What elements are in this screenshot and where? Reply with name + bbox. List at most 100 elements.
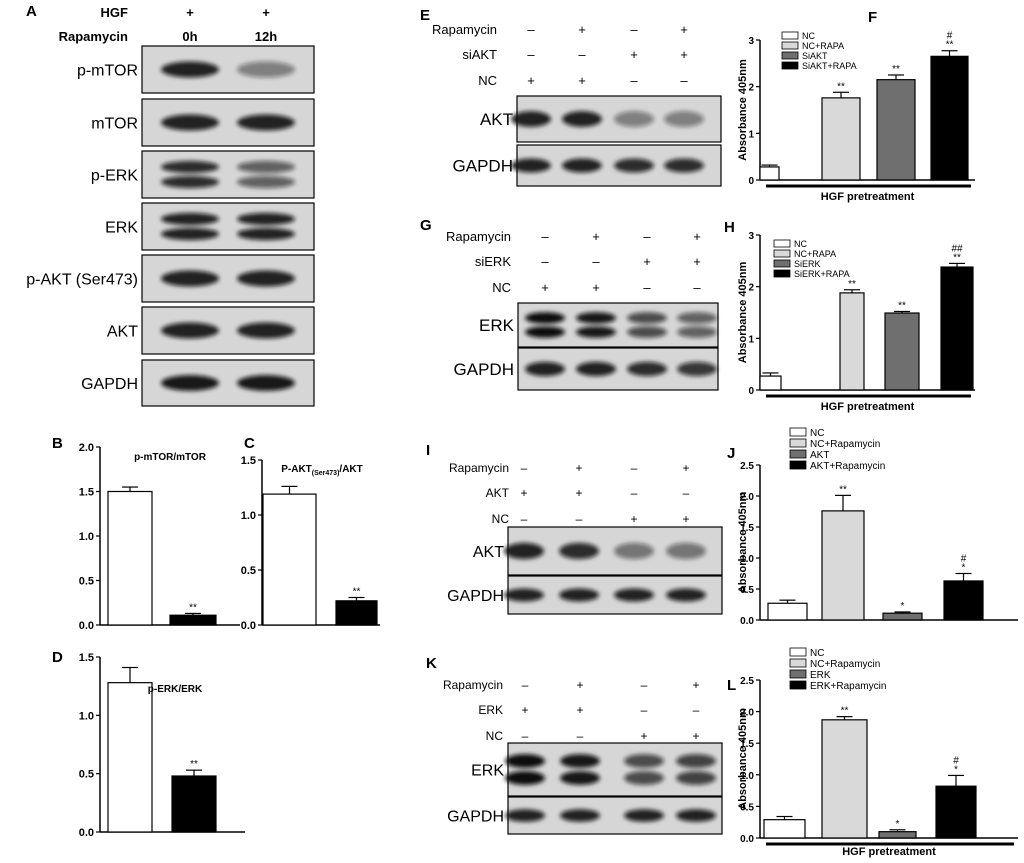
legend-label: NC+RAPA [802, 41, 844, 51]
band-upper [237, 212, 295, 226]
condition-value: – [643, 229, 651, 244]
condition-value: – [522, 678, 529, 692]
condition-value: + [592, 229, 600, 244]
y-tick-label: 2.0 [740, 492, 754, 503]
panel-letter: L [727, 677, 736, 694]
band [614, 588, 654, 602]
band [664, 158, 704, 173]
condition-value: – [522, 729, 529, 743]
condition-label: Rapamycin [449, 461, 509, 475]
blot-label: ERK [471, 763, 504, 780]
condition-label: NC [492, 512, 510, 526]
band-upper [161, 160, 219, 174]
legend-swatch [781, 51, 799, 60]
panel-letter: I [426, 442, 430, 459]
significance-label: ** [848, 279, 856, 290]
condition-value: – [578, 47, 586, 62]
y-axis-label: Absorbance 405nm [737, 708, 749, 810]
condition-value: – [541, 254, 549, 269]
blot-label: GAPDH [453, 157, 513, 176]
y-tick-label: 1.0 [79, 710, 94, 722]
legend-label: NC+Rapamycin [810, 659, 880, 670]
legend-label: NC [794, 239, 807, 249]
band [576, 361, 616, 377]
y-tick-label: 0.0 [241, 620, 256, 632]
y-tick-label: 0.5 [740, 802, 754, 813]
y-tick-label: 1 [748, 129, 754, 140]
legend-swatch [789, 658, 807, 668]
bar [107, 682, 153, 833]
band [161, 322, 219, 339]
y-axis-label: Absorbance 405nm [737, 59, 749, 161]
y-tick-label: 2 [748, 83, 754, 94]
y-axis-label: Absorbance 405nm [737, 492, 749, 594]
blot-strip [141, 202, 315, 251]
blot-label: AKT [107, 324, 138, 341]
significance-label: ** [953, 252, 961, 263]
bar [876, 79, 916, 181]
band-lower [624, 771, 664, 785]
y-tick-label: 2.0 [79, 442, 94, 454]
y-tick-label: 0.5 [241, 565, 256, 577]
condition-value: – [527, 47, 535, 62]
band-lower [161, 175, 219, 189]
y-tick-label: 2.5 [740, 461, 754, 472]
band [237, 375, 295, 391]
chart-title: p-ERK/ERK [148, 684, 203, 695]
band [676, 809, 716, 822]
condition-value: + [682, 461, 689, 475]
band [559, 542, 599, 560]
band-upper [560, 754, 600, 768]
bar [839, 292, 865, 391]
panel-letter: A [26, 3, 37, 20]
band-upper [627, 312, 667, 324]
band [666, 588, 706, 602]
legend-label: NC [810, 648, 824, 659]
blot-label: p-AKT (Ser473) [26, 272, 138, 289]
condition-value: – [521, 512, 528, 526]
legend-label: ERK+Rapamycin [810, 681, 886, 692]
band-lower [677, 326, 717, 338]
band [677, 361, 717, 377]
condition-value: – [592, 254, 600, 269]
condition-value: + [640, 729, 647, 743]
blot-label: GAPDH [447, 809, 504, 826]
significance-label: # [961, 554, 967, 565]
legend-label: SiERK+RAPA [794, 269, 850, 279]
bar [940, 266, 974, 391]
condition-label: siERK [475, 254, 511, 269]
bar [943, 580, 984, 621]
y-tick-label: 0 [748, 176, 754, 187]
chart-J: J0.00.51.01.52.02.5***#*Absorbance 405nm… [727, 427, 1018, 627]
condition-value: + [521, 703, 528, 717]
band [237, 270, 295, 287]
band [559, 588, 599, 602]
panel-letter: G [420, 217, 432, 234]
condition-value: – [693, 280, 701, 295]
legend-swatch [789, 449, 807, 459]
significance-label: ** [898, 300, 906, 311]
condition-value: – [630, 73, 638, 88]
panel-letter: F [868, 9, 877, 26]
blot-label: AKT [480, 110, 513, 129]
bar [262, 493, 317, 626]
band-lower [576, 326, 616, 338]
band [237, 61, 295, 78]
condition-value: – [541, 229, 549, 244]
panel-letter: K [426, 655, 437, 672]
condition-value: – [641, 678, 648, 692]
title-main: P-AKT [281, 464, 312, 475]
blot-label: ERK [479, 316, 515, 335]
legend-swatch [789, 460, 807, 470]
condition-value: – [680, 73, 688, 88]
legend-swatch [789, 680, 807, 690]
condition-value: + [575, 461, 582, 475]
legend-swatch [773, 249, 791, 258]
condition-value: + [680, 47, 688, 62]
bar [763, 819, 806, 839]
condition-value: + [592, 280, 600, 295]
significance-label: * [896, 819, 900, 830]
band-lower [237, 175, 295, 189]
